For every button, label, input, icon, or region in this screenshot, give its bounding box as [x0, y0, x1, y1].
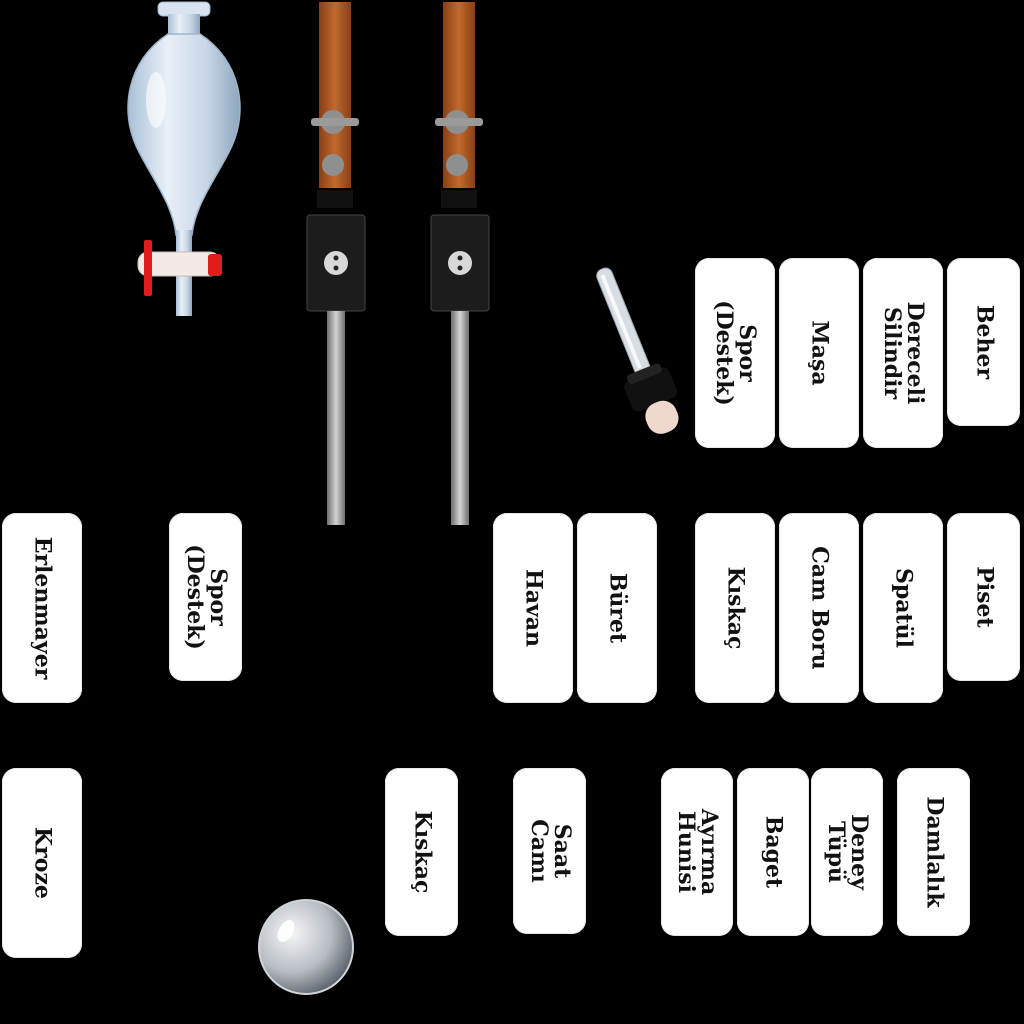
stand-clamp-icon[interactable]	[303, 0, 373, 530]
label-card-kiskac[interactable]: Kıskaç	[385, 768, 458, 936]
label-card-deney-tupu[interactable]: Deney Tüpü	[811, 768, 883, 936]
card-label: Deney Tüpü	[823, 814, 873, 890]
label-card-masa[interactable]: Maşa	[779, 258, 859, 448]
card-label: Büret	[604, 572, 631, 644]
card-label: Spatül	[890, 567, 917, 649]
card-label: Spor (Destek)	[711, 300, 761, 406]
card-label: Kıskaç	[722, 566, 749, 650]
label-card-dereceli-silindir[interactable]: Dereceli Silindir	[863, 258, 943, 448]
card-label: Kroze	[29, 827, 56, 899]
card-label: Dereceli Silindir	[879, 301, 929, 405]
label-card-baget[interactable]: Baget	[737, 768, 809, 936]
label-card-beher[interactable]: Beher	[947, 258, 1020, 426]
label-card-cam-boru[interactable]: Cam Boru	[779, 513, 859, 703]
label-card-ayirma-hunisi[interactable]: Ayırma Hunisi	[661, 768, 733, 936]
label-card-buret[interactable]: Büret	[577, 513, 657, 703]
card-label: Maşa	[806, 320, 833, 386]
card-label: Erlenmayer	[29, 536, 56, 680]
dropper-icon[interactable]	[585, 255, 695, 455]
card-label: Baget	[760, 815, 787, 889]
card-label: Kıskaç	[409, 810, 436, 894]
card-label: Damlalık	[921, 796, 948, 908]
label-card-spor-destek[interactable]: Spor (Destek)	[695, 258, 775, 448]
label-card-havan[interactable]: Havan	[493, 513, 573, 703]
stand-clamp-icon[interactable]	[427, 0, 497, 530]
label-card-kroze[interactable]: Kroze	[2, 768, 82, 958]
watch-glass-icon[interactable]	[256, 897, 356, 997]
label-card-spatul[interactable]: Spatül	[863, 513, 943, 703]
label-card-spor-destek[interactable]: Spor (Destek)	[169, 513, 242, 681]
card-label: Cam Boru	[806, 546, 833, 670]
label-card-saat-cami[interactable]: Saat Camı	[513, 768, 586, 934]
separatory-funnel-icon[interactable]	[118, 0, 248, 320]
card-label: Havan	[520, 568, 547, 648]
label-card-piset[interactable]: Piset	[947, 513, 1020, 681]
label-card-erlenmayer[interactable]: Erlenmayer	[2, 513, 82, 703]
label-card-kiskac[interactable]: Kıskaç	[695, 513, 775, 703]
card-label: Spor (Destek)	[181, 544, 231, 650]
card-label: Beher	[971, 304, 998, 380]
card-label: Ayırma Hunisi	[673, 808, 723, 896]
card-label: Piset	[971, 566, 998, 628]
label-card-damlalik[interactable]: Damlalık	[897, 768, 970, 936]
card-label: Saat Camı	[525, 819, 575, 883]
